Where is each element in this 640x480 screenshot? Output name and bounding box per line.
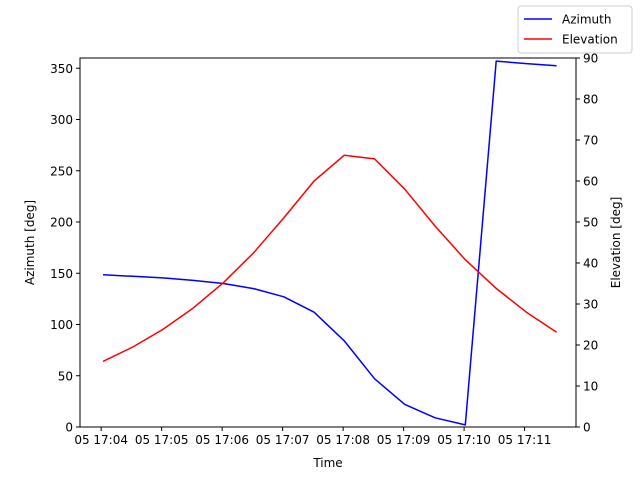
x-axis-label: Time [312,456,342,470]
x-tick-label: 05 17:04 [74,433,128,447]
x-tick-label: 05 17:05 [135,433,189,447]
series-line-elevation [102,154,558,363]
y-right-tick-label: 60 [583,175,598,189]
y-axis-right-label: Elevation [deg] [609,197,623,289]
y-left-tick-label: 0 [65,421,73,435]
x-tick-label: 05 17:07 [256,433,310,447]
legend-label-azimuth: Azimuth [562,13,611,27]
x-tick-label: 05 17:10 [437,433,491,447]
legend: Azimuth Elevation [517,5,633,54]
y-right-tick-label: 10 [583,380,598,394]
y-right-tick-label: 0 [583,421,591,435]
axes: 05 17:04 05 17:05 05 17:06 05 17:07 05 17:08… [50,52,598,448]
y-left-tick-label: 250 [50,164,73,178]
y-left-tick-label: 350 [50,62,73,76]
legend-box [517,5,633,54]
y-right-tick-label: 70 [583,134,598,148]
x-tick-label: 05 17:09 [377,433,431,447]
series-line-azimuth [102,60,557,426]
y-left-tick-label: 100 [50,318,73,332]
y-right-tick-label: 50 [583,216,598,230]
x-tick-label: 05 17:08 [316,433,370,447]
y-right-tick-label: 40 [583,257,598,271]
y-left-tick-label: 200 [50,216,73,230]
y-right-tick-label: 80 [583,93,598,107]
plot-frame [79,57,577,428]
x-tick-label: 05 17:11 [498,433,552,447]
plot-area [102,60,558,426]
x-tick-label: 05 17:06 [195,433,249,447]
y-axis-left-label: Azimuth [deg] [23,200,37,285]
y-left-tick-label: 300 [50,113,73,127]
y-right-tick-label: 90 [583,52,598,66]
legend-label-elevation: Elevation [562,33,618,47]
y-left-tick-label: 50 [58,369,73,383]
y-right-tick-label: 20 [583,339,598,353]
y-left-tick-label: 150 [50,267,73,281]
y-right-tick-label: 30 [583,298,598,312]
